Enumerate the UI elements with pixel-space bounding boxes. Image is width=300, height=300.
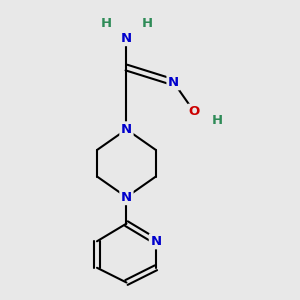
Text: H: H: [100, 17, 111, 30]
Text: N: N: [168, 76, 179, 89]
Text: O: O: [188, 105, 200, 118]
Text: N: N: [150, 235, 161, 248]
Text: N: N: [121, 190, 132, 204]
Text: N: N: [121, 123, 132, 136]
Text: H: H: [212, 114, 223, 127]
Text: N: N: [121, 32, 132, 45]
Text: H: H: [142, 17, 153, 30]
